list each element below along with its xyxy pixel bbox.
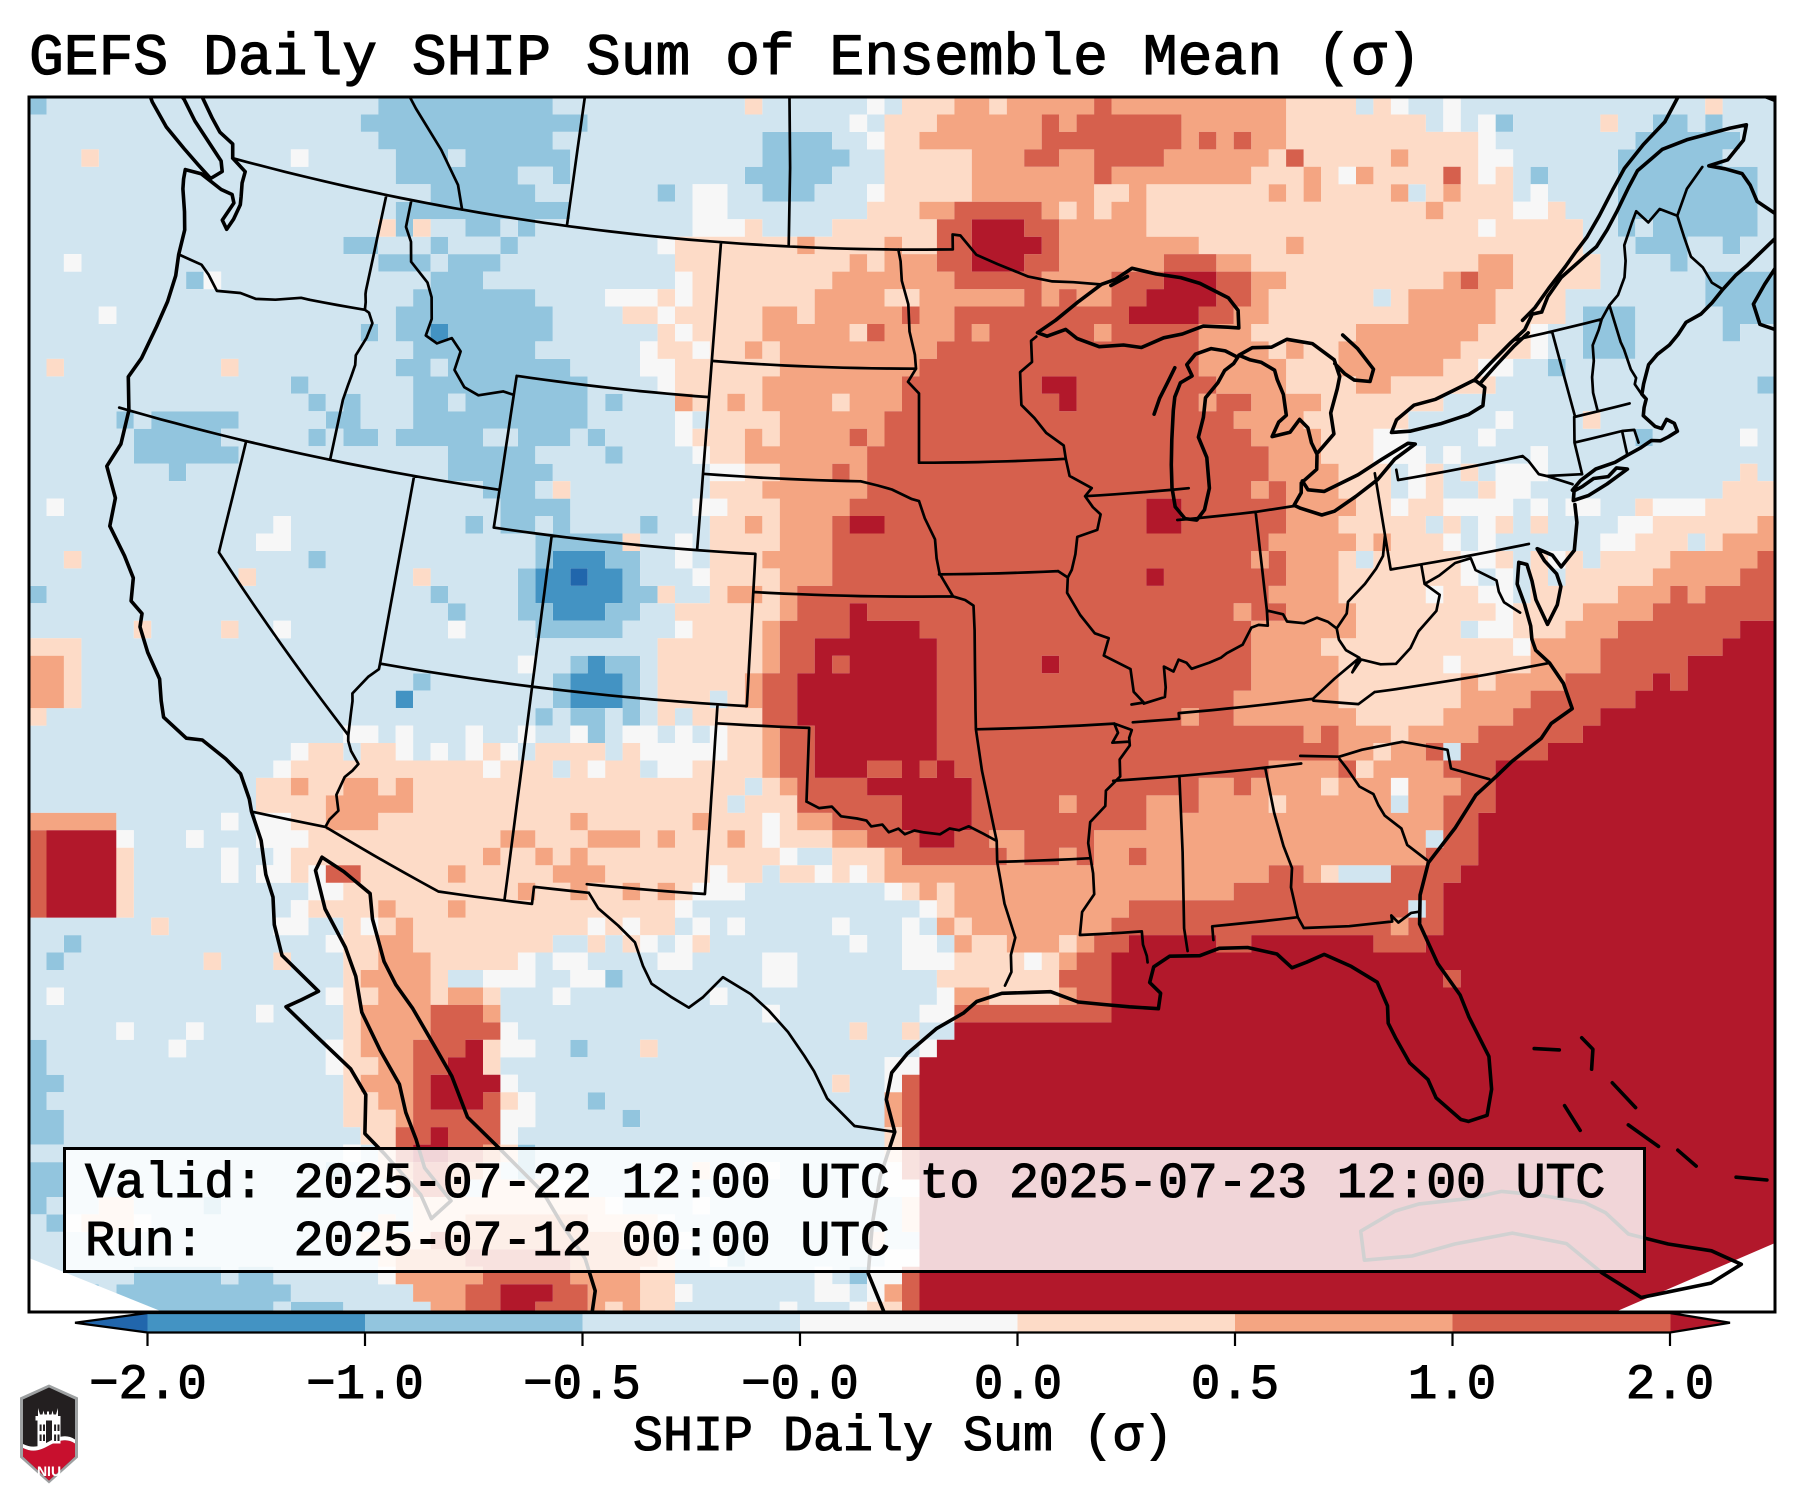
svg-text:NIU: NIU bbox=[37, 1463, 61, 1479]
